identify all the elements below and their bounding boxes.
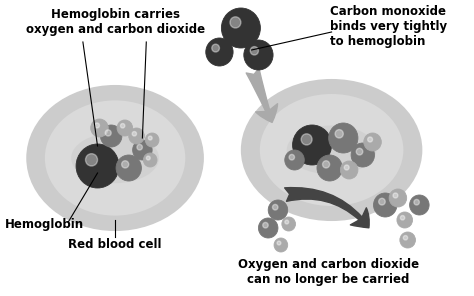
Circle shape <box>389 189 407 207</box>
Circle shape <box>379 198 385 205</box>
Circle shape <box>91 119 108 137</box>
Circle shape <box>221 8 260 48</box>
Circle shape <box>146 156 150 160</box>
Text: Red blood cell: Red blood cell <box>68 238 162 251</box>
Circle shape <box>146 133 159 147</box>
Text: Carbon monoxide
binds very tightly
to hemoglobin: Carbon monoxide binds very tightly to he… <box>329 5 447 48</box>
Circle shape <box>116 155 141 181</box>
Text: Hemoglobin: Hemoglobin <box>5 218 84 231</box>
Ellipse shape <box>27 86 203 230</box>
Circle shape <box>328 123 358 153</box>
Circle shape <box>393 193 398 198</box>
Circle shape <box>397 212 412 228</box>
Circle shape <box>340 161 358 179</box>
Circle shape <box>268 200 288 220</box>
Circle shape <box>244 40 273 70</box>
Circle shape <box>148 136 152 140</box>
Circle shape <box>285 150 304 170</box>
Circle shape <box>263 222 268 228</box>
Circle shape <box>122 161 129 168</box>
Circle shape <box>105 130 111 136</box>
Circle shape <box>400 232 416 248</box>
Circle shape <box>292 125 332 165</box>
Circle shape <box>274 238 288 252</box>
Text: Hemoglobin carries
oxygen and carbon dioxide: Hemoglobin carries oxygen and carbon dio… <box>26 8 205 36</box>
Circle shape <box>94 123 100 128</box>
Circle shape <box>344 165 349 170</box>
Circle shape <box>273 205 278 210</box>
Circle shape <box>403 236 408 240</box>
Text: Oxygen and carbon dioxide
can no longer be carried: Oxygen and carbon dioxide can no longer … <box>238 258 419 286</box>
Circle shape <box>206 38 233 66</box>
Circle shape <box>282 217 295 231</box>
Circle shape <box>76 144 119 188</box>
Circle shape <box>132 131 137 136</box>
Circle shape <box>100 125 122 147</box>
Ellipse shape <box>45 100 185 215</box>
Circle shape <box>301 134 312 145</box>
Circle shape <box>258 218 278 238</box>
Circle shape <box>285 220 289 224</box>
Circle shape <box>120 123 125 128</box>
Circle shape <box>117 120 133 136</box>
Circle shape <box>374 193 397 217</box>
Circle shape <box>143 153 157 167</box>
Circle shape <box>289 155 294 160</box>
Ellipse shape <box>242 80 421 220</box>
Ellipse shape <box>287 126 376 175</box>
Circle shape <box>277 241 281 245</box>
Circle shape <box>335 130 343 138</box>
Circle shape <box>351 143 374 167</box>
Ellipse shape <box>71 133 159 183</box>
Circle shape <box>368 137 373 142</box>
Circle shape <box>410 195 429 215</box>
Circle shape <box>317 155 342 181</box>
Circle shape <box>414 200 419 205</box>
Circle shape <box>85 154 98 166</box>
Ellipse shape <box>260 94 403 206</box>
Circle shape <box>364 133 381 151</box>
Circle shape <box>322 161 329 168</box>
Circle shape <box>356 148 363 155</box>
Circle shape <box>137 144 142 150</box>
Circle shape <box>133 140 152 160</box>
Circle shape <box>250 46 258 55</box>
Circle shape <box>401 215 405 220</box>
Circle shape <box>129 128 145 144</box>
Circle shape <box>212 44 219 52</box>
Circle shape <box>230 17 241 28</box>
